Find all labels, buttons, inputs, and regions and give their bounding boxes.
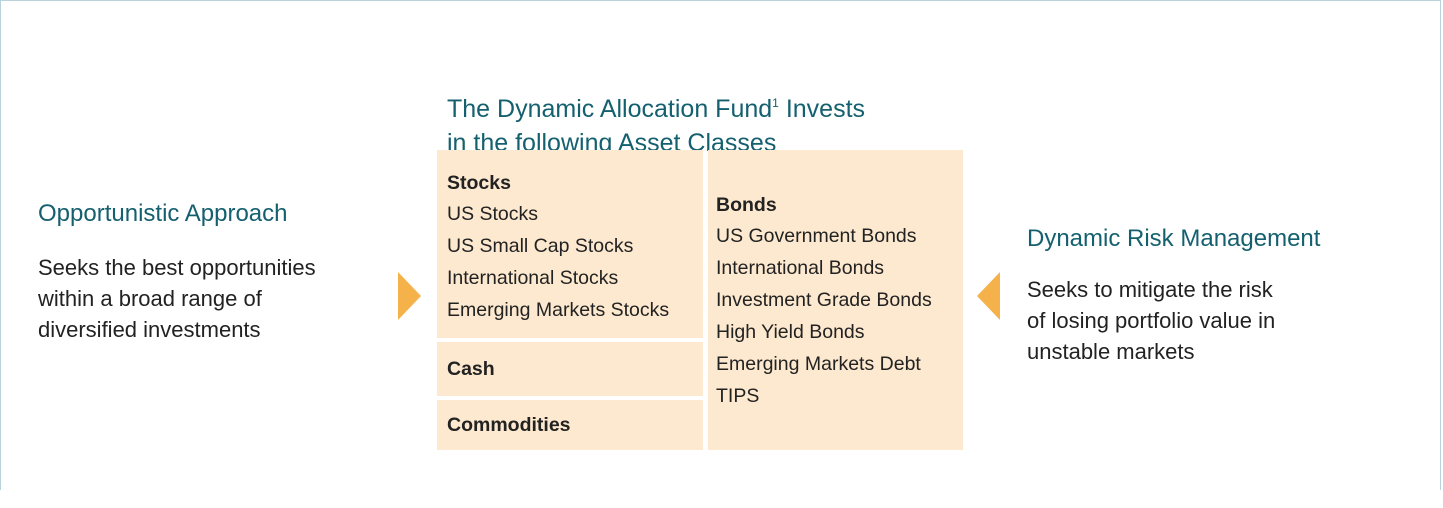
asset-item: High Yield Bonds bbox=[716, 321, 865, 343]
asset-item: Emerging Markets Stocks bbox=[447, 299, 670, 321]
cell-heading: Stocks bbox=[447, 172, 511, 194]
body-line: Seeks the best opportunities bbox=[38, 255, 316, 280]
asset-item: US Stocks bbox=[447, 203, 539, 225]
arrow-right bbox=[398, 272, 421, 320]
asset-item: US Government Bonds bbox=[716, 225, 917, 247]
frame bbox=[0, 0, 1441, 490]
arrow-left bbox=[977, 272, 1000, 320]
cell-heading: Commodities bbox=[447, 414, 571, 436]
body-line: diversified investments bbox=[38, 317, 261, 342]
body-line: unstable markets bbox=[1027, 339, 1195, 364]
asset-item: US Small Cap Stocks bbox=[447, 235, 634, 257]
asset-item: International Bonds bbox=[716, 257, 885, 279]
asset-item: Emerging Markets Debt bbox=[716, 353, 921, 375]
asset-item: TIPS bbox=[716, 385, 760, 407]
right-body: Seeks to mitigate the risk of losing port… bbox=[1027, 274, 1275, 367]
left-body: Seeks the best opportunities within a bro… bbox=[38, 252, 316, 345]
cell-heading: Bonds bbox=[716, 194, 777, 216]
commodities-cell: Commodities bbox=[437, 400, 703, 450]
left-heading: Opportunistic Approach bbox=[38, 200, 288, 227]
title-text: The Dynamic Allocation Fund bbox=[447, 95, 773, 123]
cash-cell: Cash bbox=[437, 342, 703, 396]
asset-item: International Stocks bbox=[447, 267, 619, 289]
asset-item: Investment Grade Bonds bbox=[716, 289, 932, 311]
right-heading: Dynamic Risk Management bbox=[1027, 225, 1321, 252]
footnote-mark: 1 bbox=[772, 96, 779, 110]
body-line: of losing portfolio value in bbox=[1027, 308, 1276, 333]
stocks-cell: Stocks US Stocks US Small Cap Stocks Inter… bbox=[437, 150, 703, 338]
body-line: within a broad range of bbox=[38, 286, 262, 311]
title-text: Invests bbox=[785, 95, 866, 123]
body-line: Seeks to mitigate the risk bbox=[1027, 277, 1273, 302]
bonds-cell: Bonds US Government Bonds International B… bbox=[708, 150, 963, 450]
cell-heading: Cash bbox=[447, 358, 495, 380]
